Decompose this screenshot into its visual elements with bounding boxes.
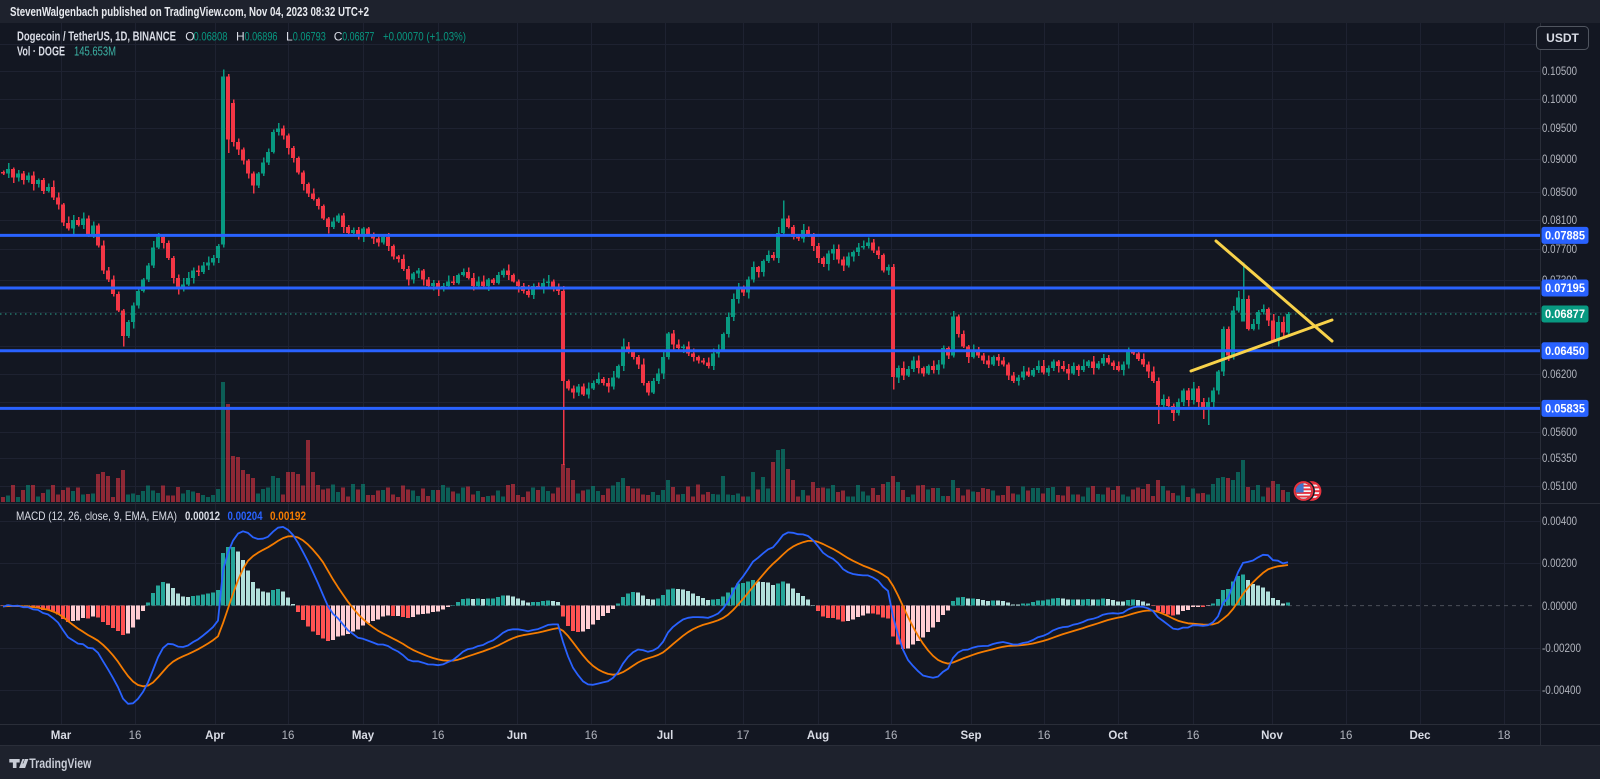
svg-text:0.05600: 0.05600	[1542, 427, 1577, 439]
svg-text:0.00012: 0.00012	[185, 509, 220, 523]
svg-text:0.00192: 0.00192	[270, 509, 306, 523]
svg-text:0.06877: 0.06877	[1545, 309, 1585, 321]
svg-text:0.07195: 0.07195	[1545, 283, 1586, 295]
svg-text:Nov: Nov	[1261, 730, 1283, 742]
svg-text:Jul: Jul	[657, 730, 674, 742]
svg-text:0.09500: 0.09500	[1542, 123, 1577, 135]
svg-text:Sep: Sep	[960, 730, 981, 742]
svg-text:0.00204: 0.00204	[228, 509, 263, 523]
svg-text:16: 16	[585, 730, 598, 742]
svg-text:0.06200: 0.06200	[1542, 369, 1577, 381]
svg-text:0.00000: 0.00000	[1542, 601, 1577, 613]
svg-text:Dogecoin / TetherUS, 1D, BINAN: Dogecoin / TetherUS, 1D, BINANCE	[17, 30, 176, 44]
svg-text:16: 16	[885, 730, 898, 742]
svg-text:Oct: Oct	[1108, 730, 1127, 742]
svg-text:0.08500: 0.08500	[1542, 187, 1577, 199]
svg-text:Jun: Jun	[507, 730, 527, 742]
svg-text:0.08100: 0.08100	[1542, 215, 1577, 227]
svg-text:TradingView: TradingView	[29, 756, 91, 771]
svg-text:0.09000: 0.09000	[1542, 154, 1577, 166]
svg-text:16: 16	[432, 730, 445, 742]
svg-text:0.05100: 0.05100	[1542, 481, 1577, 493]
svg-text:16: 16	[282, 730, 295, 742]
svg-text:0.06808: 0.06808	[194, 30, 228, 44]
svg-text:0.07885: 0.07885	[1545, 230, 1586, 242]
svg-text:18: 18	[1498, 730, 1511, 742]
svg-text:0.05350: 0.05350	[1542, 453, 1577, 465]
svg-text:0.10000: 0.10000	[1542, 94, 1577, 106]
svg-text:0.00200: 0.00200	[1542, 558, 1577, 570]
svg-text:17: 17	[737, 730, 750, 742]
svg-text:0.00400: 0.00400	[1542, 516, 1577, 528]
svg-text:0.06896: 0.06896	[245, 30, 278, 44]
svg-text:0.06450: 0.06450	[1545, 346, 1585, 358]
svg-text:L: L	[286, 30, 293, 44]
svg-text:StevenWalgenbach published on: StevenWalgenbach published on TradingVie…	[10, 5, 369, 19]
svg-text:145.653M: 145.653M	[74, 45, 116, 59]
svg-text:16: 16	[1187, 730, 1200, 742]
svg-text:-0.00200: -0.00200	[1542, 643, 1581, 655]
svg-text:16: 16	[129, 730, 142, 742]
svg-text:Mar: Mar	[51, 730, 72, 742]
svg-text:USDT: USDT	[1546, 31, 1579, 45]
svg-text:16: 16	[1340, 730, 1353, 742]
svg-text:Vol · DOGE: Vol · DOGE	[17, 45, 65, 59]
svg-text:MACD (12, 26, close, 9, EMA, E: MACD (12, 26, close, 9, EMA, EMA)	[16, 509, 177, 523]
svg-text:May: May	[352, 730, 375, 742]
svg-text:C: C	[334, 30, 343, 44]
svg-text:16: 16	[1038, 730, 1051, 742]
svg-text:Aug: Aug	[807, 730, 829, 742]
svg-text:O: O	[185, 30, 194, 44]
svg-text:0.05835: 0.05835	[1545, 403, 1586, 415]
svg-text:+0.00070 (+1.03%): +0.00070 (+1.03%)	[383, 30, 466, 44]
svg-text:Dec: Dec	[1409, 730, 1431, 742]
svg-text:-0.00400: -0.00400	[1542, 685, 1581, 697]
svg-text:H: H	[236, 30, 245, 44]
svg-text:0.06793: 0.06793	[293, 30, 326, 44]
svg-text:0.07700: 0.07700	[1542, 244, 1577, 256]
svg-text:0.06877: 0.06877	[342, 30, 374, 44]
svg-text:Apr: Apr	[205, 730, 225, 742]
svg-text:0.10500: 0.10500	[1542, 66, 1577, 78]
